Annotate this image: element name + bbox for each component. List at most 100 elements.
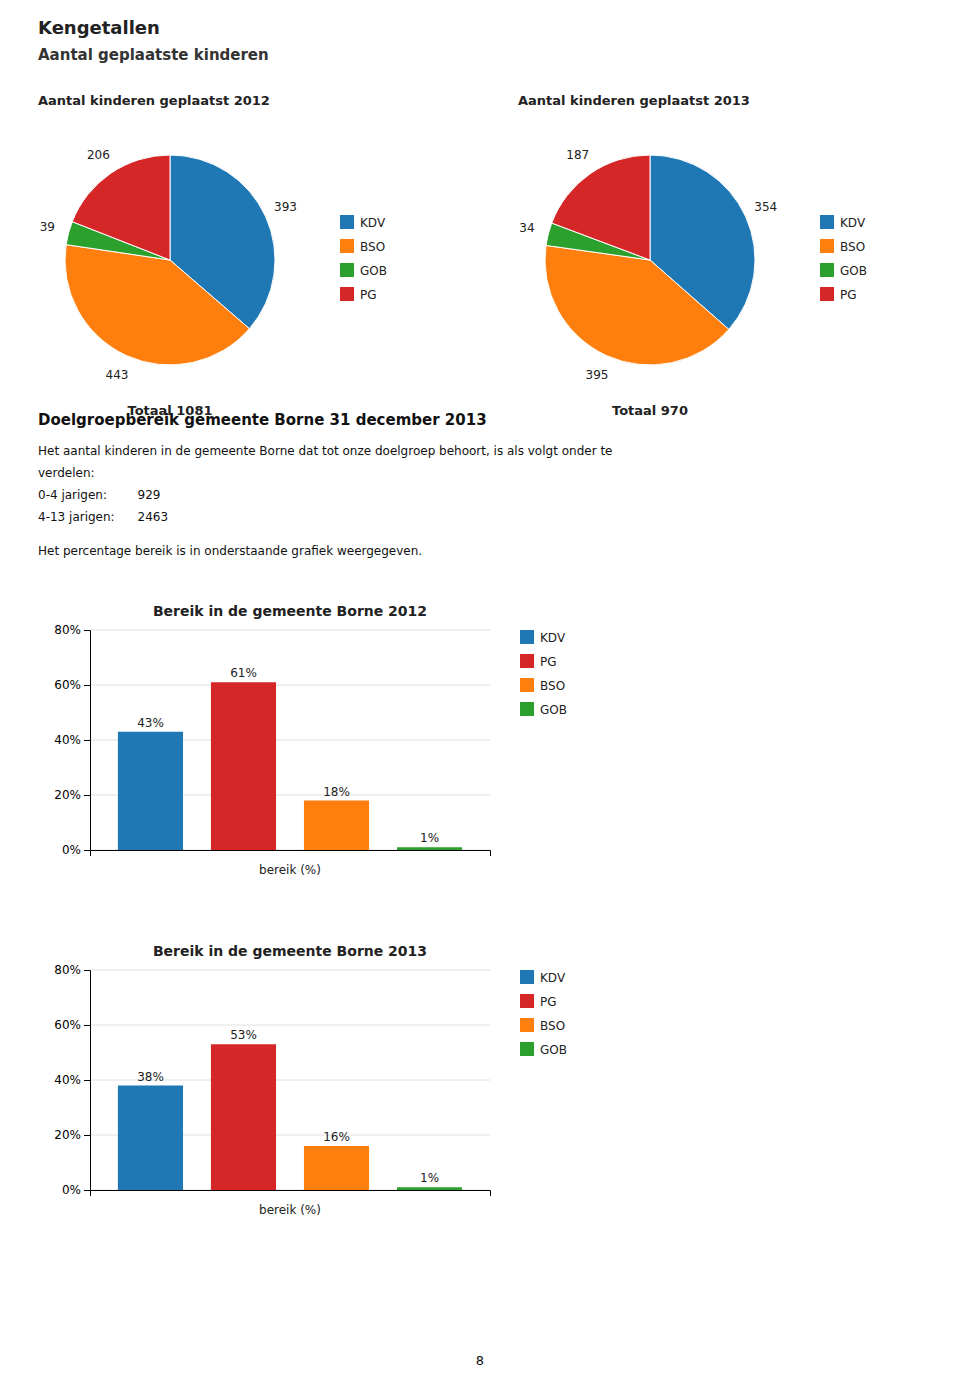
- annotation: Totaal 970: [612, 403, 688, 418]
- pie: 35439534187: [519, 148, 777, 382]
- data-label: 1%: [420, 831, 439, 845]
- bar: [118, 1086, 183, 1191]
- tick-mark: [84, 1025, 90, 1026]
- legend-swatch: [820, 215, 834, 229]
- legend-item: BSO: [340, 239, 385, 254]
- legend-swatch: [820, 263, 834, 277]
- legend-label: KDV: [360, 216, 386, 230]
- legend-item: GOB: [340, 263, 387, 278]
- legend-item: BSO: [520, 1018, 565, 1033]
- data-label: 61%: [230, 666, 257, 680]
- legend-label: PG: [540, 995, 557, 1009]
- bar: [211, 1044, 276, 1190]
- chart-title: Bereik in de gemeente Borne 2013: [153, 943, 427, 959]
- legend-swatch: [520, 1018, 534, 1032]
- y-tick: 20%: [54, 1128, 90, 1142]
- data-labels: 38%53%16%1%: [137, 1028, 439, 1185]
- tick-label: 60%: [54, 1018, 81, 1032]
- bar: [397, 847, 462, 850]
- data-label: 39: [40, 220, 55, 234]
- grid-line: [90, 630, 490, 631]
- pie-chart: Aantal kinderen geplaatst 20123934433920…: [38, 93, 387, 418]
- tick-mark: [84, 630, 90, 631]
- data-label: 18%: [323, 785, 350, 799]
- bar-chart: Bereik in de gemeente Borne 201243%61%18…: [54, 603, 567, 877]
- pie-chart: Aantal kinderen geplaatst 2013 3543953418…: [518, 93, 867, 418]
- legend-item: GOB: [520, 1042, 567, 1057]
- bars: [118, 1044, 462, 1190]
- legend-label: GOB: [540, 1043, 567, 1057]
- y-tick: 0%: [62, 1183, 90, 1197]
- bar: [397, 1187, 462, 1190]
- legend-label: KDV: [540, 971, 566, 985]
- body-text: verdelen:: [38, 466, 95, 480]
- axis-line: [84, 631, 91, 851]
- pie-slice: [65, 245, 249, 365]
- data-labels: 43% 61% 18% 1%: [137, 666, 439, 845]
- legend-label: GOB: [360, 264, 387, 278]
- axis-line: [91, 1191, 491, 1197]
- y-tick: 40%: [54, 733, 90, 747]
- legend-swatch: [340, 287, 354, 301]
- legend-label: PG: [540, 655, 557, 669]
- legend: KDVPGBSOGOB: [520, 630, 567, 717]
- legend-label: GOB: [840, 264, 867, 278]
- legend-item: PG: [340, 287, 377, 302]
- page-number: 8: [476, 1353, 484, 1368]
- legend-swatch: [520, 970, 534, 984]
- legend-swatch: [520, 994, 534, 1008]
- x-axis: [91, 1191, 491, 1197]
- legend-label: BSO: [540, 679, 565, 693]
- tick-label: 40%: [54, 1073, 81, 1087]
- bars: [118, 682, 462, 850]
- tick-mark: [84, 1190, 90, 1191]
- annotation: Totaal 1081: [128, 403, 213, 418]
- tick-label: 80%: [54, 623, 81, 637]
- plot-area: 38%53%16%1% 0% 20% 40% 60% 80%: [54, 963, 490, 1197]
- x-axis: [91, 851, 491, 857]
- x-axis-title: bereik (%): [259, 1203, 321, 1217]
- tick-label: 40%: [54, 733, 81, 747]
- tick-mark: [84, 970, 90, 971]
- legend-label: BSO: [360, 240, 385, 254]
- legend-swatch: [520, 702, 534, 716]
- y-tick: 80%: [54, 623, 90, 637]
- legend-item: BSO: [520, 678, 565, 693]
- y-tick: 60%: [54, 1018, 90, 1032]
- y-tick: 80%: [54, 963, 90, 977]
- legend-label: GOB: [540, 703, 567, 717]
- chart-title: Aantal kinderen geplaatst 2013: [518, 93, 750, 108]
- legend-swatch: [520, 1042, 534, 1056]
- legend-item: GOB: [820, 263, 867, 278]
- data-label: 393: [274, 200, 297, 214]
- tick-mark: [84, 850, 90, 851]
- legend-swatch: [340, 263, 354, 277]
- bar: [118, 732, 183, 850]
- data-label: 354: [754, 200, 777, 214]
- y-tick: 0%: [62, 843, 90, 857]
- body-text: Het percentage bereik is in onderstaande…: [38, 544, 422, 558]
- bar: [304, 1146, 369, 1190]
- legend-item: PG: [520, 994, 557, 1009]
- legend-item: BSO: [820, 239, 865, 254]
- y-tick: 20%: [54, 788, 90, 802]
- legend-swatch: [520, 654, 534, 668]
- section-heading: Doelgroepbereik gemeente Borne 31 decemb…: [38, 411, 487, 429]
- page-title: Kengetallen: [38, 17, 160, 38]
- legend: KDV BSO GOB PG: [340, 215, 387, 302]
- tick-label: 0%: [62, 843, 81, 857]
- legend-swatch: [340, 215, 354, 229]
- page: KengetallenAantal geplaatste kinderenDoe…: [0, 0, 960, 1383]
- legend-swatch: [340, 239, 354, 253]
- y-axis: 0% 20% 40% 60% 80%: [54, 963, 90, 1197]
- legend-label: BSO: [840, 240, 865, 254]
- body-text: 0-4 jarigen: 929: [38, 488, 160, 502]
- legend-item: KDV: [820, 215, 866, 230]
- grid-line: [90, 685, 490, 686]
- grid: [90, 970, 490, 1190]
- legend-swatch: [820, 239, 834, 253]
- tick-label: 60%: [54, 678, 81, 692]
- legend: KDVBSOGOBPG: [820, 215, 867, 302]
- legend-item: KDV: [520, 970, 566, 985]
- data-label: 43%: [137, 716, 164, 730]
